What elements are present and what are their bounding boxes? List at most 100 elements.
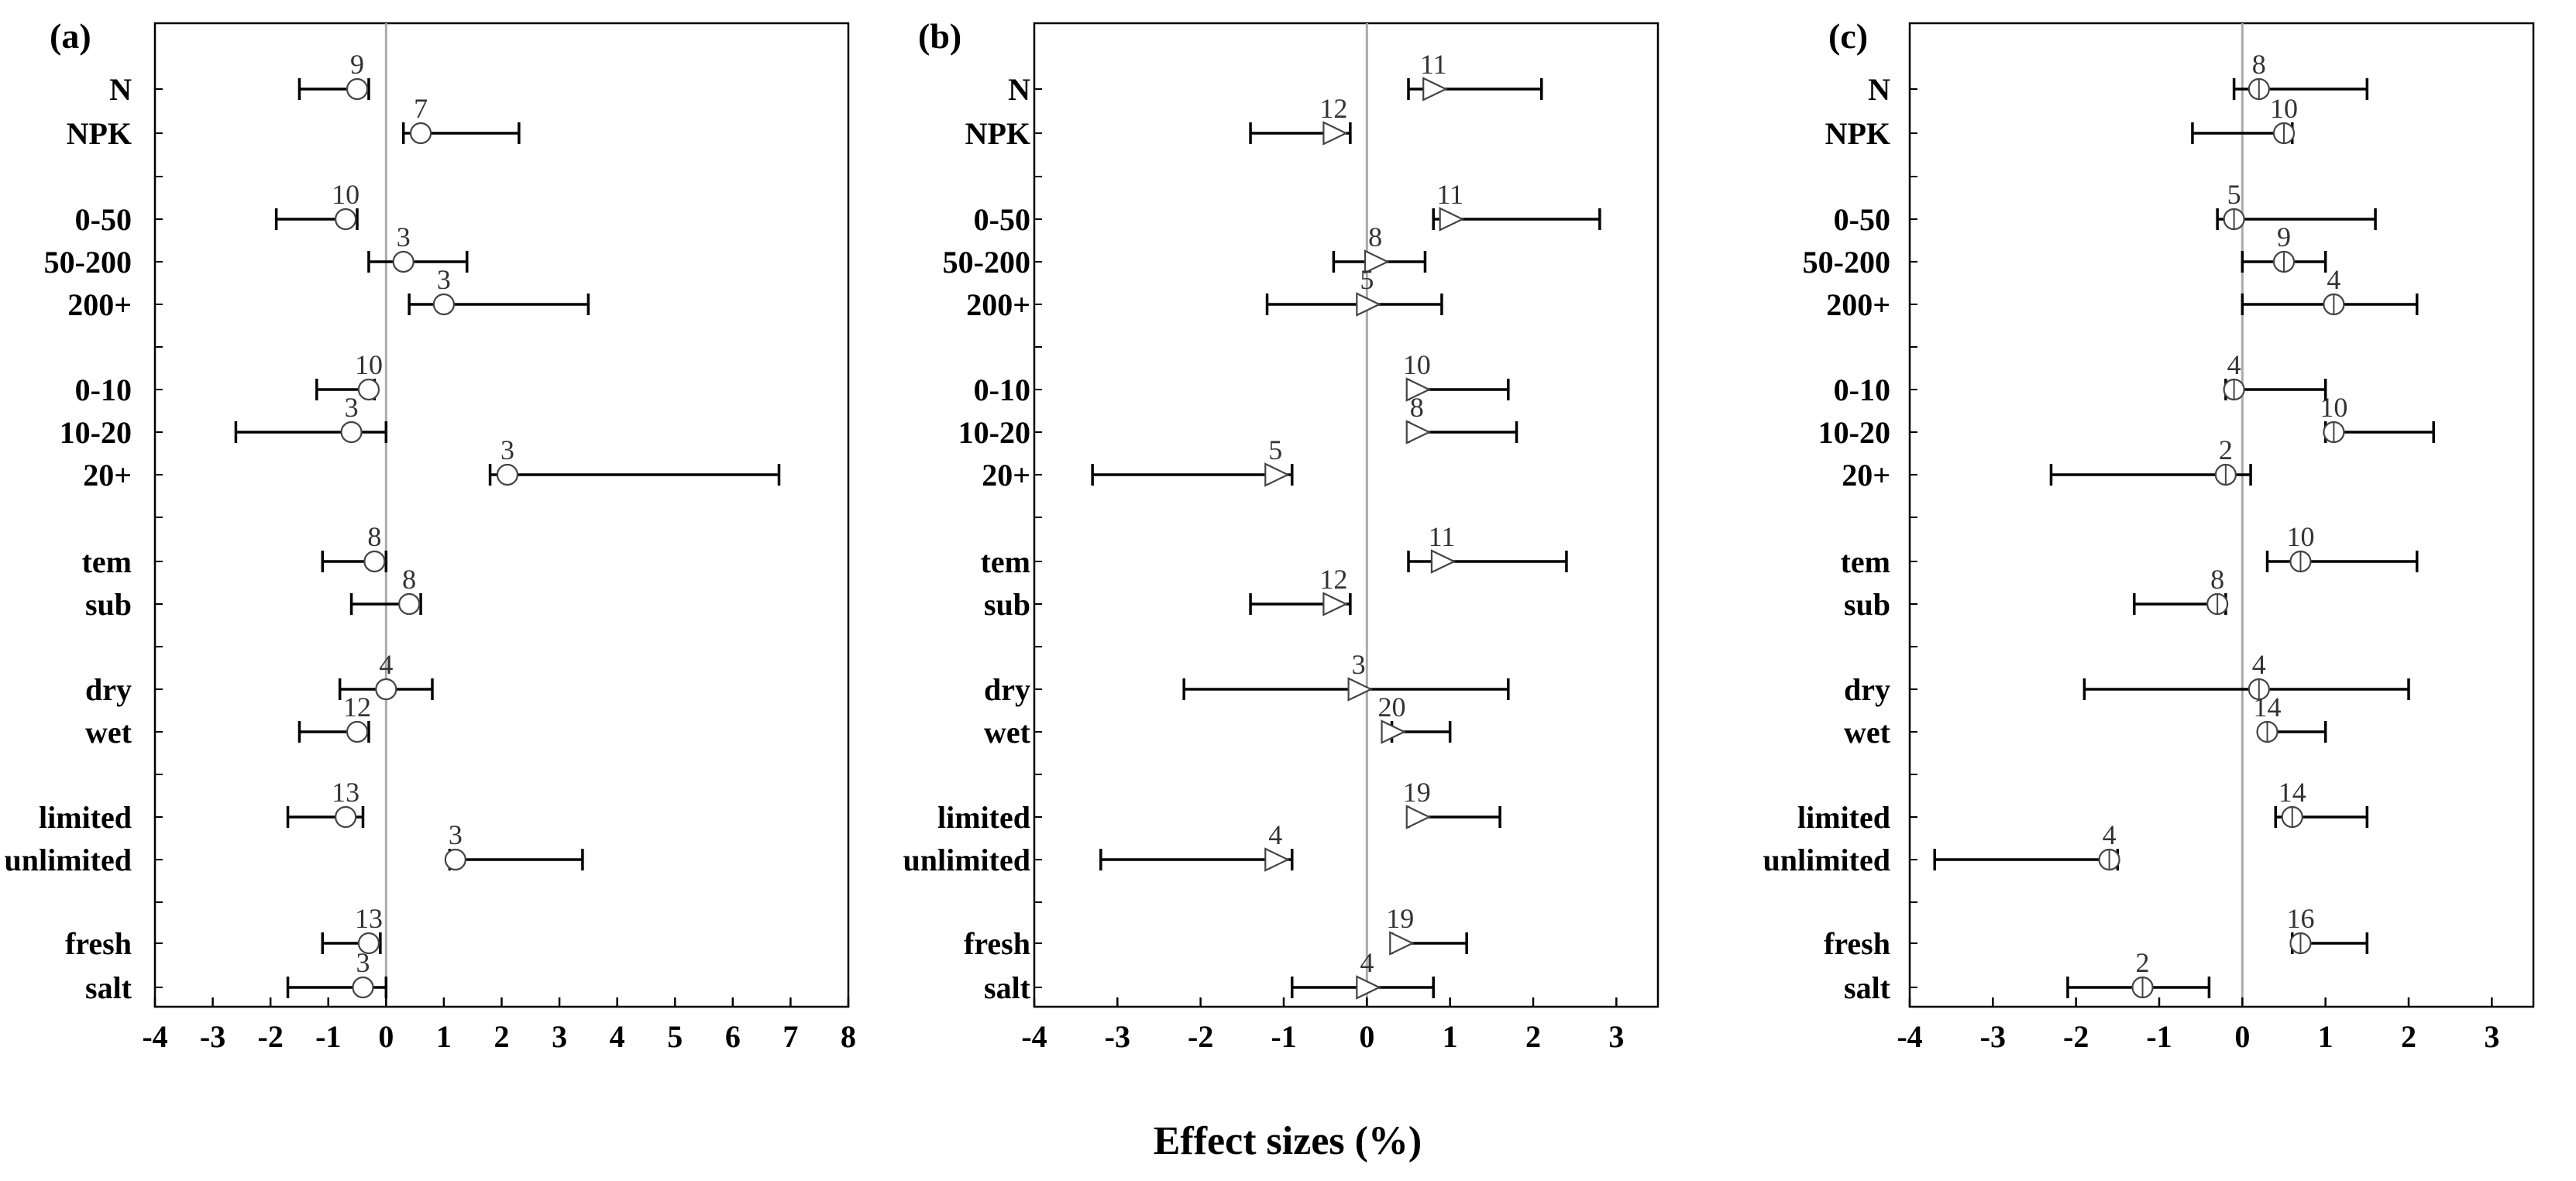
sample-size-label: 3 bbox=[397, 221, 411, 252]
category-label: 20+ bbox=[83, 458, 132, 493]
x-tick-label: 6 bbox=[725, 1019, 741, 1054]
category-label: N bbox=[1008, 72, 1030, 107]
sample-size-label: 12 bbox=[1319, 93, 1347, 124]
sample-size-label: 3 bbox=[500, 434, 514, 465]
effect-marker bbox=[357, 378, 380, 401]
x-tick-label: -3 bbox=[1980, 1019, 2006, 1054]
panel-label: (c) bbox=[1828, 16, 1868, 56]
sample-size-label: 8 bbox=[1410, 392, 1424, 423]
sample-size-label: 7 bbox=[414, 93, 428, 124]
sample-size-label: 3 bbox=[356, 947, 370, 978]
sample-size-label: 4 bbox=[1268, 819, 1282, 850]
effect-marker bbox=[1356, 975, 1381, 1000]
category-label: salt bbox=[85, 970, 132, 1005]
category-label: NPK bbox=[67, 116, 132, 151]
x-tick-label: 3 bbox=[2484, 1019, 2499, 1054]
x-tick-label: 5 bbox=[667, 1019, 683, 1054]
category-label: sub bbox=[85, 587, 132, 622]
effect-marker bbox=[346, 77, 369, 101]
sample-size-label: 4 bbox=[2227, 349, 2241, 380]
category-label: salt bbox=[984, 970, 1031, 1005]
effect-marker bbox=[1405, 377, 1432, 402]
category-label: 0-50 bbox=[974, 202, 1030, 237]
effect-marker bbox=[335, 805, 357, 829]
x-tick-label: -2 bbox=[258, 1019, 284, 1054]
category-label: salt bbox=[1844, 970, 1891, 1005]
category-label: sub bbox=[1844, 587, 1890, 622]
effect-marker bbox=[1439, 207, 1465, 232]
x-tick-label: 0 bbox=[1359, 1019, 1374, 1054]
x-tick-label: -1 bbox=[2146, 1019, 2172, 1054]
sample-size-label: 13 bbox=[355, 903, 383, 934]
sample-size-label: 12 bbox=[1319, 564, 1347, 595]
sample-size-label: 5 bbox=[1268, 434, 1282, 465]
category-label: 200+ bbox=[67, 287, 132, 322]
category-label: unlimited bbox=[903, 843, 1030, 877]
sample-size-label: 3 bbox=[1352, 649, 1366, 680]
category-label: 0-10 bbox=[75, 372, 132, 407]
sample-size-label: 10 bbox=[1403, 349, 1431, 380]
effect-marker bbox=[1347, 677, 1374, 702]
effect-marker bbox=[340, 421, 363, 444]
category-label: fresh bbox=[964, 926, 1030, 961]
category-label: NPK bbox=[965, 116, 1030, 151]
x-tick-label: -2 bbox=[1188, 1019, 1213, 1054]
x-tick-label: 1 bbox=[1443, 1019, 1458, 1054]
effect-marker bbox=[352, 976, 374, 999]
sample-size-label: 11 bbox=[1429, 521, 1456, 552]
effect-marker bbox=[496, 463, 519, 486]
category-label: 20+ bbox=[1842, 458, 1890, 493]
x-tick-label: -4 bbox=[142, 1019, 167, 1054]
category-label: limited bbox=[39, 800, 132, 835]
sample-size-label: 10 bbox=[2286, 521, 2314, 552]
category-label: wet bbox=[1844, 715, 1891, 750]
sample-size-label: 5 bbox=[2227, 179, 2241, 210]
x-tick-label: 2 bbox=[2401, 1019, 2416, 1054]
category-label: unlimited bbox=[1763, 843, 1890, 877]
x-tick-label: 3 bbox=[1608, 1019, 1624, 1054]
category-label: 0-50 bbox=[75, 202, 132, 237]
category-label: sub bbox=[984, 587, 1030, 622]
effect-marker bbox=[398, 592, 421, 616]
category-label: wet bbox=[984, 715, 1031, 750]
category-label: 50-200 bbox=[44, 245, 132, 280]
effect-marker bbox=[363, 550, 386, 573]
x-tick-label: -4 bbox=[1897, 1019, 1922, 1054]
sample-size-label: 19 bbox=[1403, 777, 1431, 808]
panel-a: (a)-4 -3 -2 -1 0 1 2 3 4 5 6 7 8NNPK0-5050-200200+0-… bbox=[5, 16, 856, 1054]
plot-frame bbox=[1908, 22, 2535, 1008]
category-label: 20+ bbox=[982, 458, 1030, 493]
category-label: N bbox=[1868, 72, 1890, 107]
category-label: unlimited bbox=[5, 843, 132, 877]
effect-marker bbox=[1381, 719, 1407, 744]
effect-marker bbox=[444, 848, 466, 871]
x-tick-label: -1 bbox=[1271, 1019, 1296, 1054]
category-label: 10-20 bbox=[60, 415, 132, 450]
sample-size-label: 16 bbox=[2286, 903, 2314, 934]
sample-size-label: 2 bbox=[2219, 434, 2233, 465]
sample-size-label: 19 bbox=[1386, 903, 1414, 934]
category-label: dry bbox=[984, 672, 1030, 707]
category-label: 200+ bbox=[1826, 287, 1890, 322]
x-tick-label: -3 bbox=[1105, 1019, 1130, 1054]
category-label: tem bbox=[82, 544, 132, 579]
x-tick-label: 8 bbox=[841, 1019, 856, 1054]
effect-marker bbox=[1264, 462, 1290, 487]
category-label: limited bbox=[937, 800, 1030, 835]
sample-size-label: 12 bbox=[343, 692, 371, 723]
sample-size-label: 2 bbox=[2136, 947, 2150, 978]
sample-size-label: 3 bbox=[449, 819, 463, 850]
category-label: 10-20 bbox=[958, 415, 1030, 450]
panel-c: (c) -4 -3 -2 -1 0 1 2 3 N NPK 0-50 50-200 200+ 0-10 10-… bbox=[1763, 16, 2535, 1054]
category-label: 0-10 bbox=[974, 372, 1030, 407]
x-tick-label: 7 bbox=[782, 1019, 798, 1054]
x-tick-label: -4 bbox=[1021, 1019, 1047, 1054]
effect-marker bbox=[409, 122, 432, 145]
effect-marker bbox=[1322, 121, 1348, 146]
panel-label: (b) bbox=[918, 16, 961, 56]
sample-size-label: 9 bbox=[350, 49, 364, 80]
x-tick-label: 2 bbox=[494, 1019, 510, 1054]
effect-marker bbox=[1405, 420, 1432, 445]
sample-size-label: 8 bbox=[367, 521, 381, 552]
category-label: NPK bbox=[1825, 116, 1890, 151]
